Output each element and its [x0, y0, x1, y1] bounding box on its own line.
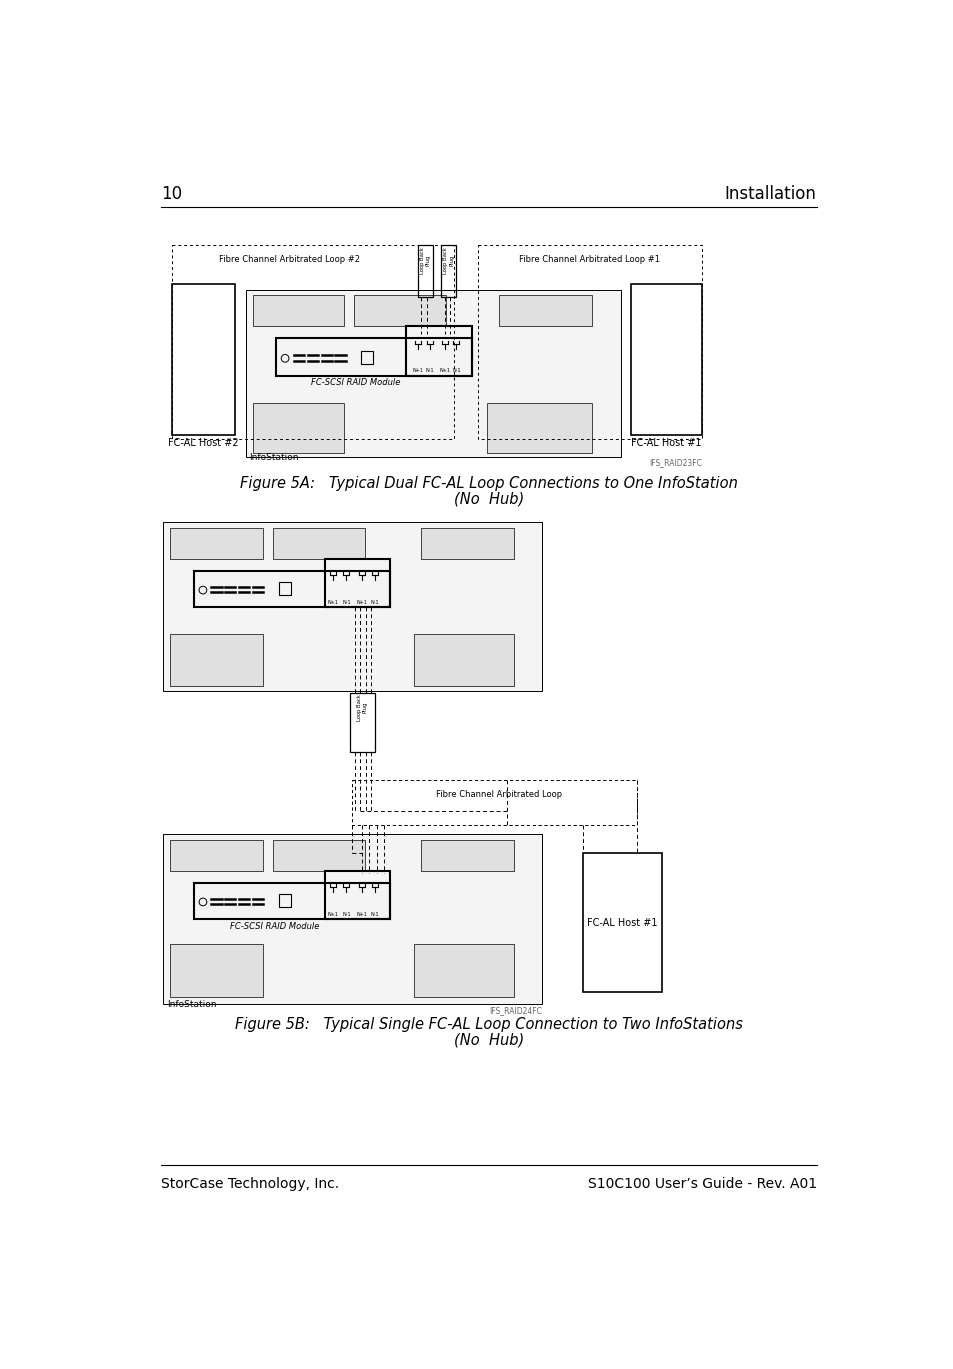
Bar [163, 522, 542, 691]
Bar [487, 402, 592, 453]
Text: N+1: N+1 [356, 912, 367, 917]
Bar [245, 290, 620, 457]
Bar [324, 871, 390, 919]
Text: S10C100 User’s Guide - Rev. A01: S10C100 User’s Guide - Rev. A01 [587, 1177, 816, 1191]
Bar [417, 245, 433, 297]
Text: Loop Back
Plug: Loop Back Plug [443, 246, 454, 274]
Text: (No  Hub): (No Hub) [454, 1032, 523, 1047]
Text: N+1: N+1 [327, 600, 338, 605]
Text: InfoStation: InfoStation [249, 453, 298, 461]
Text: IFS_RAID23FC: IFS_RAID23FC [648, 459, 701, 467]
Text: N-1: N-1 [425, 368, 434, 374]
Bar [172, 283, 235, 435]
Bar [253, 402, 344, 453]
Text: InfoStation: InfoStation [167, 999, 216, 1009]
Text: Fibre Channel Arbitrated Loop: Fibre Channel Arbitrated Loop [436, 790, 561, 798]
Bar [171, 841, 262, 871]
Text: N+1: N+1 [413, 368, 423, 374]
Text: N-1: N-1 [342, 600, 351, 605]
Text: Loop Back
Plug: Loop Back Plug [356, 694, 368, 721]
Text: FC-AL Host #1: FC-AL Host #1 [586, 917, 657, 928]
Bar [193, 571, 390, 606]
Text: FC-AL Host #1: FC-AL Host #1 [631, 438, 700, 448]
Bar [583, 853, 661, 993]
Text: N-1: N-1 [452, 368, 460, 374]
Text: Fibre Channel Arbitrated Loop #2: Fibre Channel Arbitrated Loop #2 [219, 255, 360, 264]
Text: StorCase Technology, Inc.: StorCase Technology, Inc. [161, 1177, 339, 1191]
Bar [171, 634, 262, 686]
Bar [275, 338, 472, 376]
Bar [324, 559, 390, 606]
Bar [630, 283, 701, 435]
Bar [171, 527, 262, 559]
Text: Figure 5A:   Typical Dual FC-AL Loop Connections to One InfoStation: Figure 5A: Typical Dual FC-AL Loop Conne… [240, 476, 737, 491]
Bar [171, 943, 262, 998]
Text: FC-SCSI RAID Module: FC-SCSI RAID Module [311, 378, 400, 387]
Bar [253, 296, 344, 326]
Bar [278, 894, 291, 908]
Bar [414, 634, 514, 686]
Text: N-1: N-1 [371, 912, 379, 917]
Text: FC-SCSI RAID Module: FC-SCSI RAID Module [230, 921, 318, 931]
Bar [406, 326, 472, 376]
Bar [278, 582, 291, 596]
Text: N+1: N+1 [438, 368, 450, 374]
Text: (No  Hub): (No Hub) [454, 491, 523, 507]
Bar [421, 841, 514, 871]
Text: FC-AL Host #2: FC-AL Host #2 [169, 438, 239, 448]
Text: Loop Back
Plug: Loop Back Plug [419, 246, 431, 274]
Bar [498, 296, 592, 326]
Text: IFS_RAID24FC: IFS_RAID24FC [489, 1006, 542, 1014]
Text: Figure 5B:   Typical Single FC-AL Loop Connection to Two InfoStations: Figure 5B: Typical Single FC-AL Loop Con… [234, 1017, 742, 1032]
Bar [163, 834, 542, 1003]
Bar [414, 943, 514, 998]
Bar [273, 527, 365, 559]
Bar [273, 841, 365, 871]
Bar [324, 871, 390, 919]
Bar [350, 693, 375, 752]
Bar [406, 326, 472, 376]
Bar [360, 352, 373, 364]
Bar [324, 559, 390, 606]
Text: N-1: N-1 [371, 600, 379, 605]
Bar [421, 527, 514, 559]
Text: N-1: N-1 [342, 912, 351, 917]
Text: N+1: N+1 [356, 600, 367, 605]
Bar [354, 296, 445, 326]
Bar [193, 883, 390, 919]
Bar [440, 245, 456, 297]
Text: Fibre Channel Arbitrated Loop #1: Fibre Channel Arbitrated Loop #1 [518, 255, 659, 264]
Text: Installation: Installation [724, 185, 816, 203]
Text: N+1: N+1 [327, 912, 338, 917]
Text: 10: 10 [161, 185, 182, 203]
